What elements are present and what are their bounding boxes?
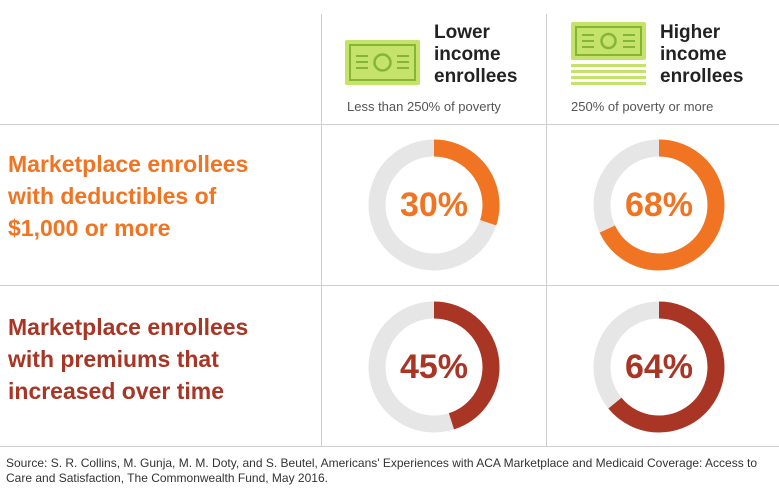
row-label-premiums: Marketplace enrollees with premiums that… [8,311,308,407]
column-title-line: income [434,44,501,65]
donut-arc-45 [368,301,500,433]
row-divider-middle [0,285,779,286]
donut-premiums-lower-income: 45% [364,297,504,437]
column-title-line: enrollees [660,66,744,87]
money-bill-icon [345,40,420,85]
donut-deductibles-higher-income: 68% [589,135,729,275]
donut-premiums-higher-income: 64% [589,297,729,437]
row-label-line: $1,000 or more [8,215,171,241]
row-label-line: with premiums that [8,346,219,372]
donut-percent-label: 30% [399,186,469,224]
column-title-line: Lower [434,22,490,43]
donut-percent-label: 64% [624,348,694,386]
donut-deductibles-lower-income: 30% [364,135,504,275]
column-title-line: enrollees [434,66,518,87]
money-stack-icon [571,22,646,85]
source-note: Source: S. R. Collins, M. Gunja, M. M. D… [6,456,758,485]
row-label-line: Marketplace enrollees [8,151,249,177]
row-label-line: with deductibles of [8,183,217,209]
row-label-line: increased over time [8,378,225,404]
row-divider-header [0,124,779,125]
column-subtitle-lower-income: Less than 250% of poverty [347,99,501,114]
column-title-line: income [660,44,727,65]
row-divider-bottom [0,446,779,447]
column-title-lower-income: Lower income enrollees [434,22,517,88]
column-subtitle-higher-income: 250% of poverty or more [571,99,714,114]
donut-percent-label: 68% [624,186,694,224]
donut-arc-64 [593,301,725,433]
column-title-line: Higher [660,22,721,43]
column-title-higher-income: Higher income enrollees [660,22,743,88]
row-label-line: Marketplace enrollees [8,314,249,340]
column-divider-right [546,14,547,446]
column-divider-left [321,14,322,446]
row-label-deductibles: Marketplace enrollees with deductibles o… [8,148,308,244]
donut-percent-label: 45% [399,348,469,386]
donut-arc-30 [368,139,500,271]
donut-arc-68 [593,139,725,271]
